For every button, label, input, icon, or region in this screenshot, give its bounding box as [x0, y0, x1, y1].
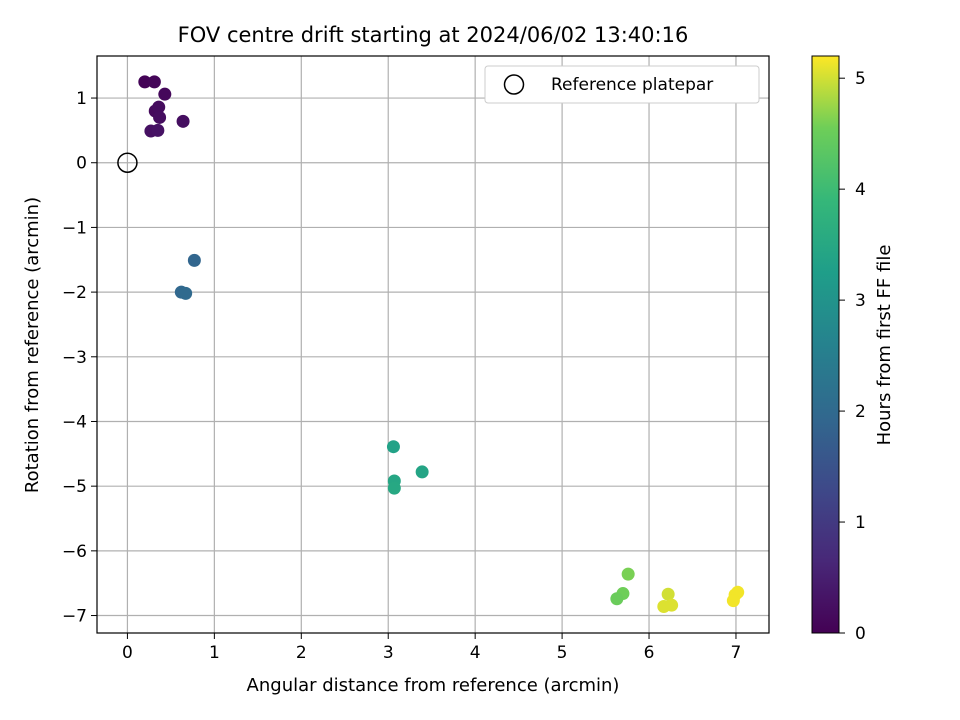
y-axis-ticks: 1 0 −1 −2 −3 −4 −5 −6 −7 [62, 89, 97, 627]
y-tick-label: −2 [62, 283, 87, 303]
scatter-point [621, 567, 635, 581]
x-tick-label: 5 [557, 643, 568, 663]
colorbar-ticks: 0 1 2 3 4 5 [839, 69, 866, 644]
scatter-point [138, 75, 152, 89]
scatter-point [152, 100, 166, 114]
grid-lines [97, 56, 769, 633]
y-tick-label: −5 [62, 477, 87, 497]
colorbar-tick-label: 0 [855, 624, 866, 644]
scatter-point [386, 440, 400, 454]
scatter-point [179, 286, 193, 300]
scatter-point [387, 481, 401, 495]
y-tick-label: −4 [62, 412, 87, 432]
scatter-point [187, 253, 201, 267]
plot-frame [96, 55, 770, 634]
colorbar-gradient [811, 55, 840, 634]
legend-box [484, 65, 760, 104]
colorbar-tick-label: 4 [855, 180, 866, 200]
scatter-point [661, 587, 675, 601]
scatter-points [138, 75, 745, 613]
scatter-point [158, 87, 172, 101]
x-tick-label: 6 [644, 643, 655, 663]
scatter-point [151, 123, 165, 137]
y-tick-label: 1 [76, 89, 87, 109]
x-tick-label: 1 [209, 643, 220, 663]
x-tick-label: 0 [122, 643, 133, 663]
legend-label: Reference platepar [551, 75, 713, 95]
scatter-point [665, 598, 679, 612]
scatter-point [176, 114, 190, 128]
reference-platepar-marker [117, 152, 138, 173]
colorbar-tick-label: 5 [855, 69, 866, 89]
x-tick-label: 7 [731, 643, 742, 663]
x-tick-label: 4 [470, 643, 481, 663]
colorbar-tick-label: 2 [855, 402, 866, 422]
x-tick-label: 3 [383, 643, 394, 663]
y-tick-label: −7 [62, 607, 87, 627]
y-tick-label: 0 [76, 154, 87, 174]
scatter-point [415, 465, 429, 479]
y-axis-label: Rotation from reference (arcmin) [22, 197, 43, 493]
scatter-point [610, 592, 624, 606]
scatter-point [153, 110, 167, 124]
colorbar-label: Hours from first FF file [874, 245, 895, 446]
reference-marker-group [117, 152, 138, 173]
legend-marker-icon [503, 74, 525, 95]
y-tick-label: −6 [62, 542, 87, 562]
scatter-point [726, 594, 740, 608]
y-tick-label: −3 [62, 348, 87, 368]
colorbar: 0 1 2 3 4 5 Hours from first FF file [811, 55, 895, 644]
x-axis-ticks: 0 1 2 3 4 5 6 7 [122, 633, 741, 663]
colorbar-tick-label: 3 [855, 291, 866, 311]
x-axis-label: Angular distance from reference (arcmin) [247, 675, 620, 696]
x-tick-label: 2 [296, 643, 307, 663]
colorbar-tick-label: 1 [855, 513, 866, 533]
scatter-point [147, 75, 161, 89]
legend: Reference platepar [484, 65, 760, 104]
y-tick-label: −1 [62, 218, 87, 238]
chart-title: FOV centre drift starting at 2024/06/02 … [178, 23, 689, 47]
